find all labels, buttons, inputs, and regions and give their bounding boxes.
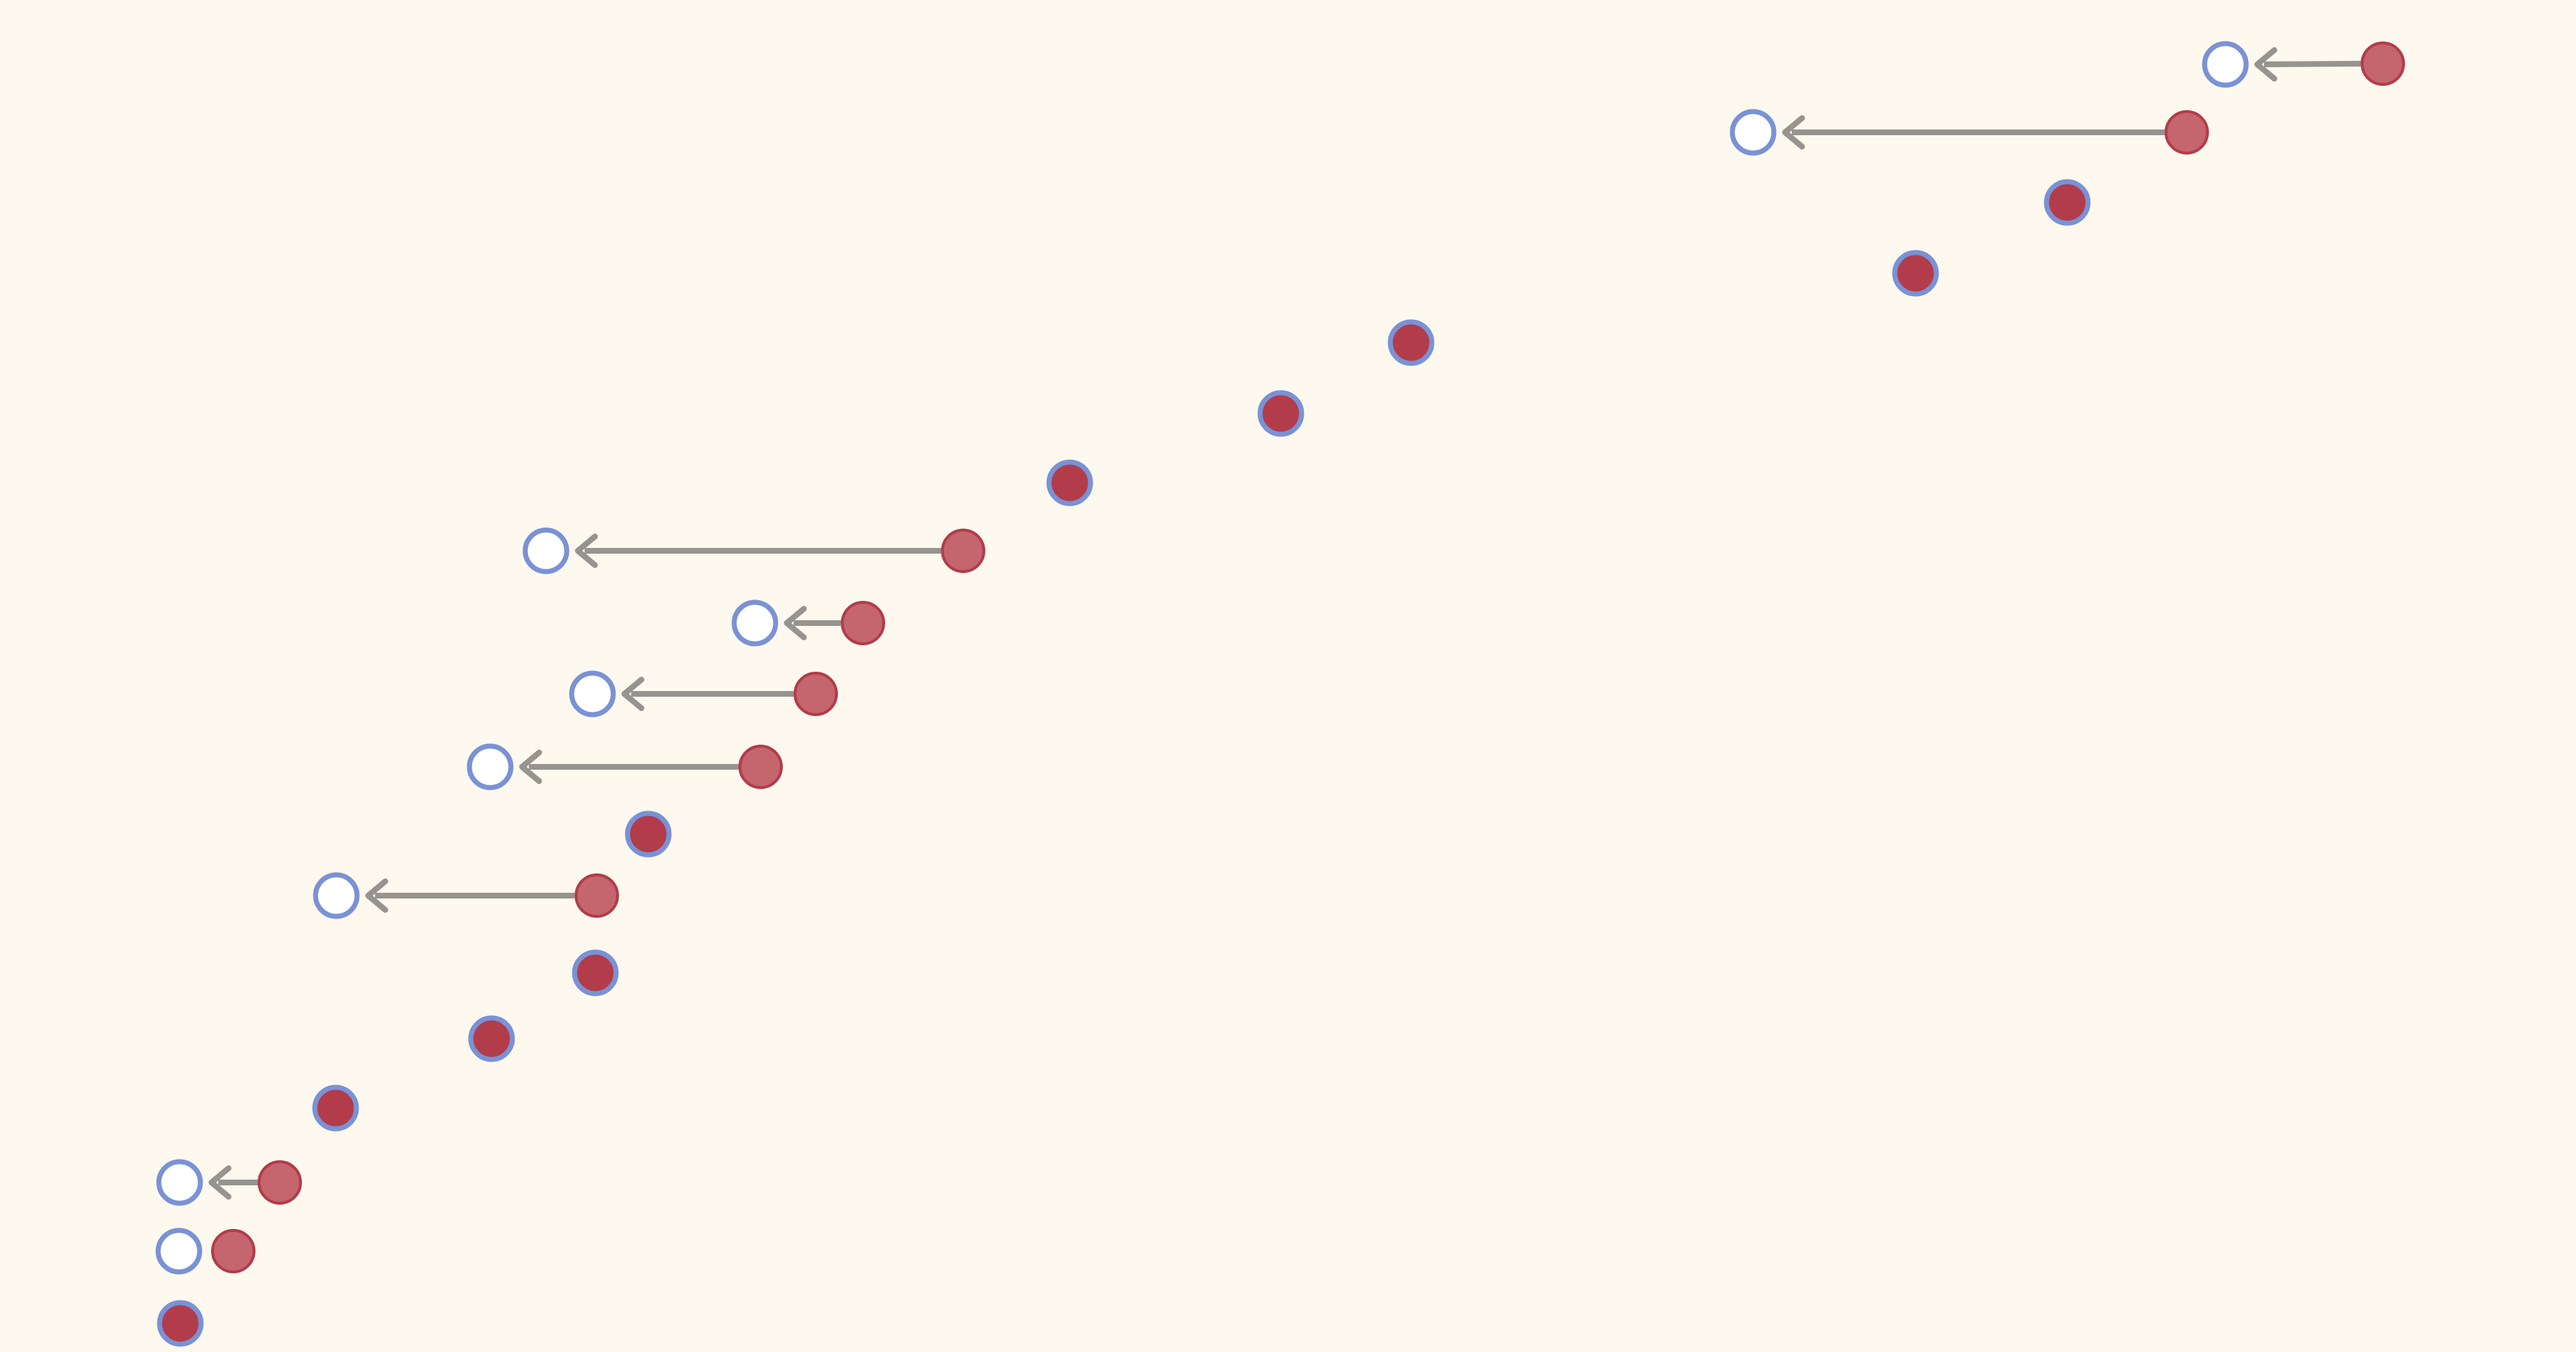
static-point — [1892, 250, 1939, 297]
new-position-point — [467, 743, 514, 790]
shift-arrow-head — [2254, 47, 2278, 82]
new-position-point — [569, 670, 616, 717]
shift-arrow-head — [575, 534, 598, 568]
new-position-point — [2202, 41, 2249, 88]
shift-arrow-head — [1782, 115, 1805, 150]
old-position-point — [2165, 110, 2209, 155]
new-position-point — [155, 1228, 203, 1275]
static-point — [625, 810, 672, 858]
shift-arrow-head — [208, 1165, 232, 1200]
shift-arrows-layer — [208, 47, 2361, 1200]
shift-arrow-head — [365, 878, 389, 913]
old-position-point — [258, 1160, 302, 1205]
shift-arrow-head — [784, 606, 807, 640]
new-position-point — [1729, 109, 1777, 156]
shift-arrow-head — [519, 750, 542, 784]
new-position-point — [313, 872, 360, 919]
static-point — [1046, 459, 1093, 506]
old-position-point — [794, 672, 838, 716]
points-layer — [155, 41, 2405, 1347]
new-position-point — [522, 527, 570, 574]
static-point — [312, 1084, 359, 1132]
static-point — [468, 1015, 515, 1062]
new-position-point — [731, 599, 779, 647]
static-point — [1387, 319, 1435, 366]
old-position-point — [575, 873, 619, 918]
old-position-point — [211, 1229, 255, 1273]
static-point — [157, 1300, 204, 1347]
old-position-point — [941, 529, 985, 573]
static-point — [2044, 179, 2091, 226]
new-position-point — [156, 1159, 203, 1206]
shift-arrow-head — [621, 677, 645, 711]
old-position-point — [841, 601, 885, 645]
static-point — [1257, 390, 1304, 437]
old-position-point — [738, 745, 783, 789]
old-position-point — [2361, 41, 2405, 86]
static-point — [572, 949, 619, 996]
